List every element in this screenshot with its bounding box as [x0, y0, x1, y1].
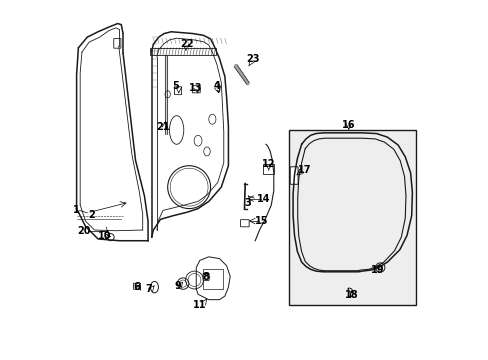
FancyBboxPatch shape	[133, 283, 140, 289]
Text: 2: 2	[88, 210, 95, 220]
Text: 14: 14	[257, 194, 270, 203]
FancyBboxPatch shape	[290, 167, 298, 184]
Text: 20: 20	[77, 226, 90, 236]
Text: 23: 23	[246, 54, 260, 64]
Bar	[203, 269, 223, 289]
Text: 8: 8	[202, 272, 209, 282]
Text: 22: 22	[180, 39, 193, 49]
Text: 3: 3	[244, 198, 250, 208]
Text: 12: 12	[262, 159, 275, 169]
FancyBboxPatch shape	[114, 39, 121, 48]
Bar	[149, 48, 216, 55]
Text: 19: 19	[370, 265, 384, 275]
Text: 11: 11	[193, 300, 206, 310]
Text: 21: 21	[156, 122, 169, 132]
Bar	[288, 130, 415, 305]
FancyBboxPatch shape	[240, 220, 248, 227]
Text: 16: 16	[342, 120, 355, 130]
Text: 7: 7	[145, 284, 152, 294]
Text: 18: 18	[344, 290, 358, 300]
FancyBboxPatch shape	[174, 87, 181, 95]
Text: 9: 9	[174, 281, 181, 291]
Bar	[263, 164, 274, 174]
Text: 1: 1	[72, 205, 79, 215]
FancyBboxPatch shape	[203, 273, 209, 280]
Text: 4: 4	[213, 81, 220, 91]
Text: 5: 5	[172, 81, 179, 91]
Text: 17: 17	[297, 165, 311, 175]
Text: 10: 10	[98, 231, 111, 242]
FancyBboxPatch shape	[192, 86, 200, 93]
Text: 13: 13	[188, 83, 202, 93]
Text: 6: 6	[133, 282, 140, 292]
Text: 15: 15	[254, 216, 268, 226]
